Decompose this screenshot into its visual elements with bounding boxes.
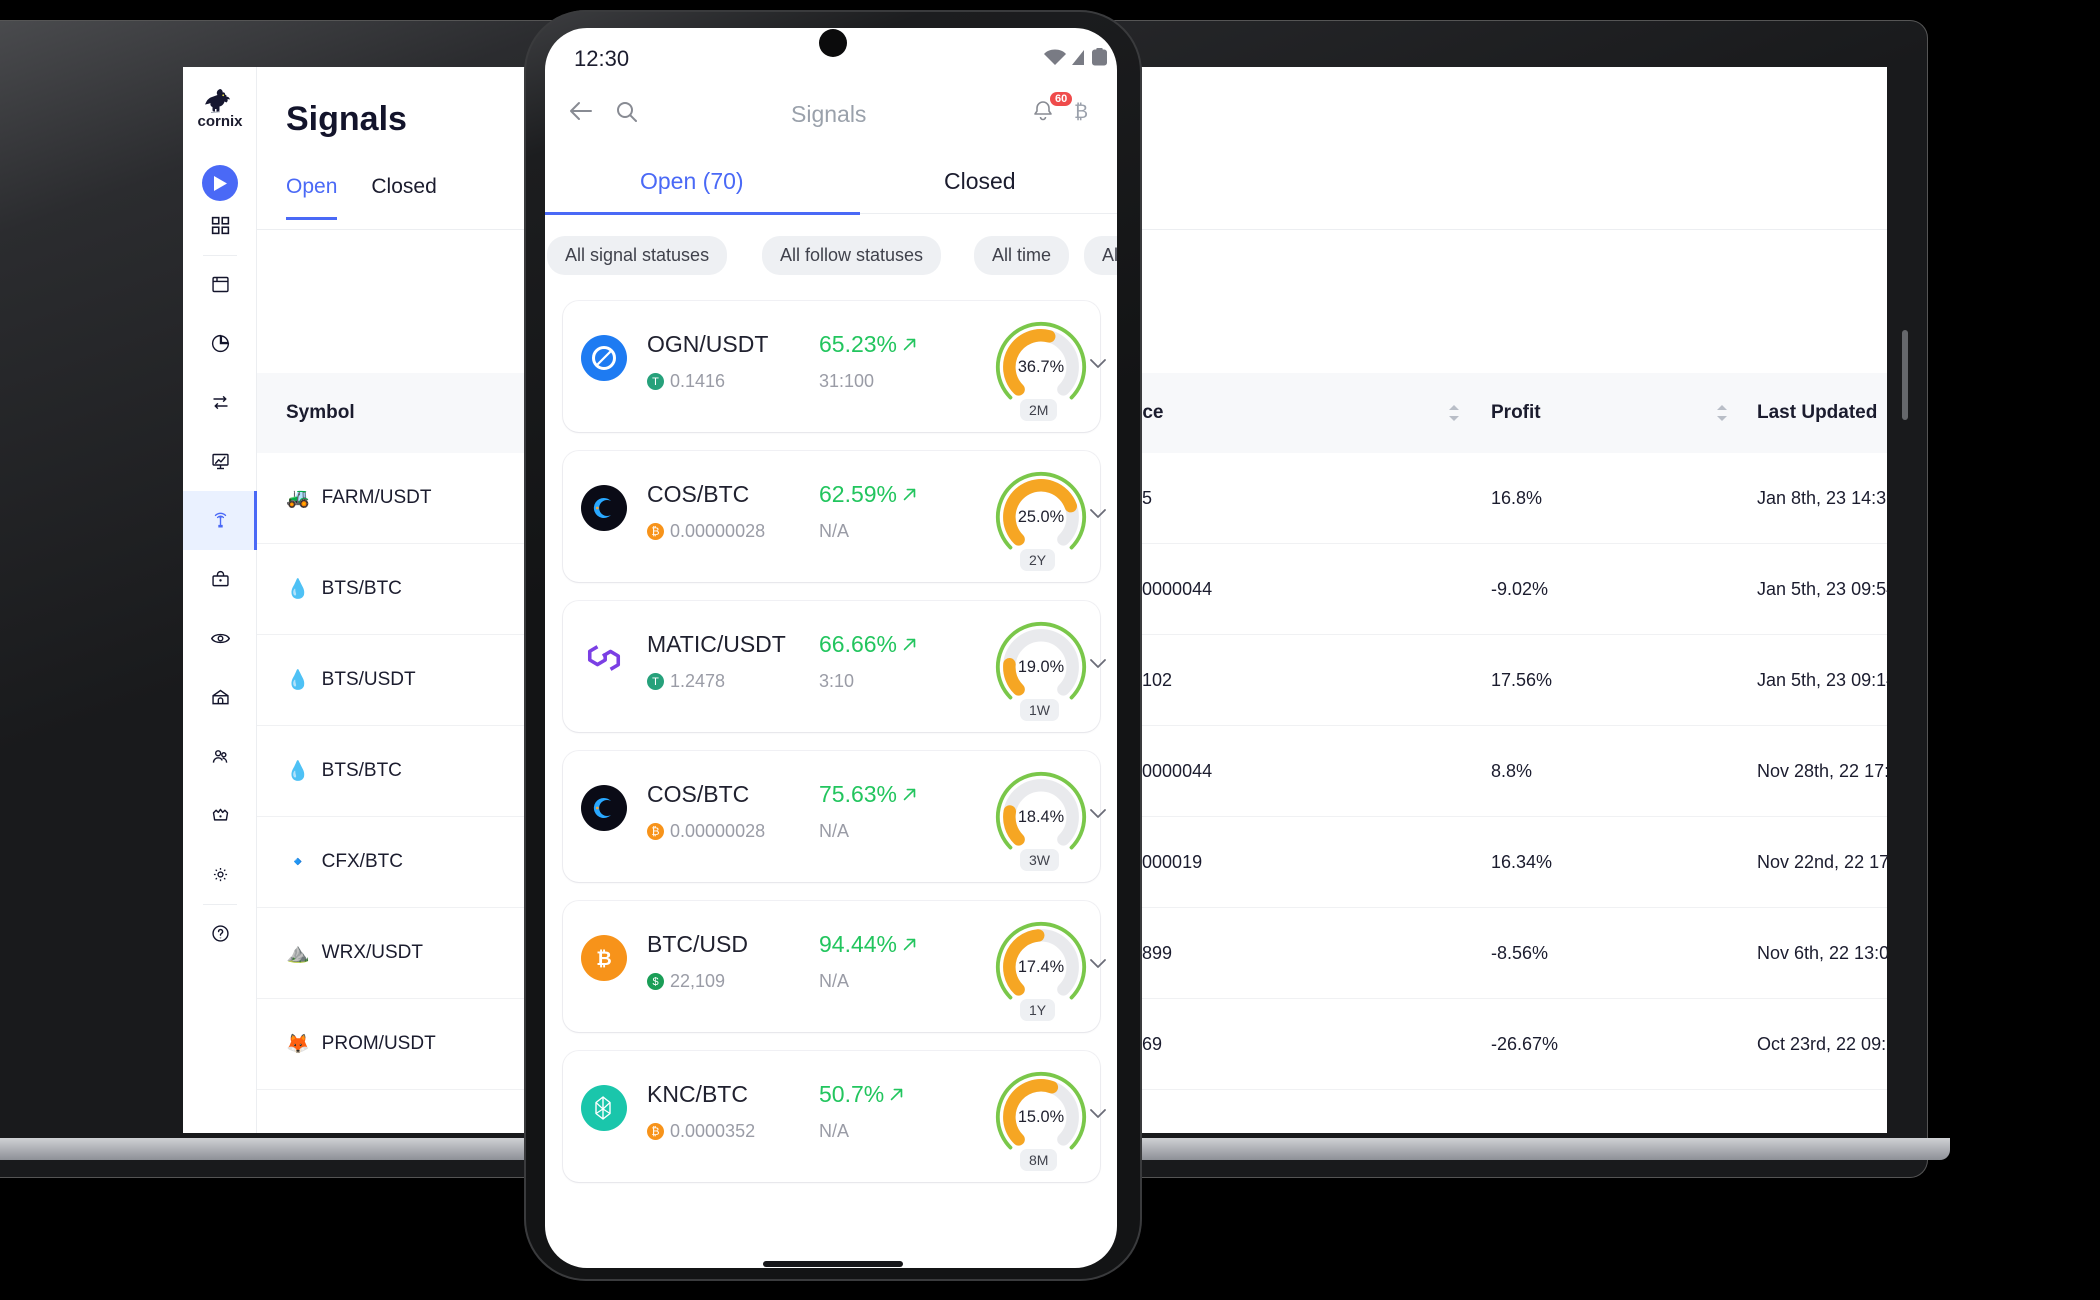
svg-text:25.0%: 25.0% bbox=[1018, 508, 1064, 526]
svg-text:17.4%: 17.4% bbox=[1018, 958, 1064, 976]
svg-text:₿: ₿ bbox=[1074, 102, 1088, 123]
svg-text:18.4%: 18.4% bbox=[1018, 808, 1064, 826]
svg-text:15.0%: 15.0% bbox=[1018, 1108, 1064, 1126]
svg-text:₿: ₿ bbox=[596, 949, 611, 970]
svg-text:36.7%: 36.7% bbox=[1018, 358, 1064, 376]
svg-text:19.0%: 19.0% bbox=[1018, 658, 1064, 676]
